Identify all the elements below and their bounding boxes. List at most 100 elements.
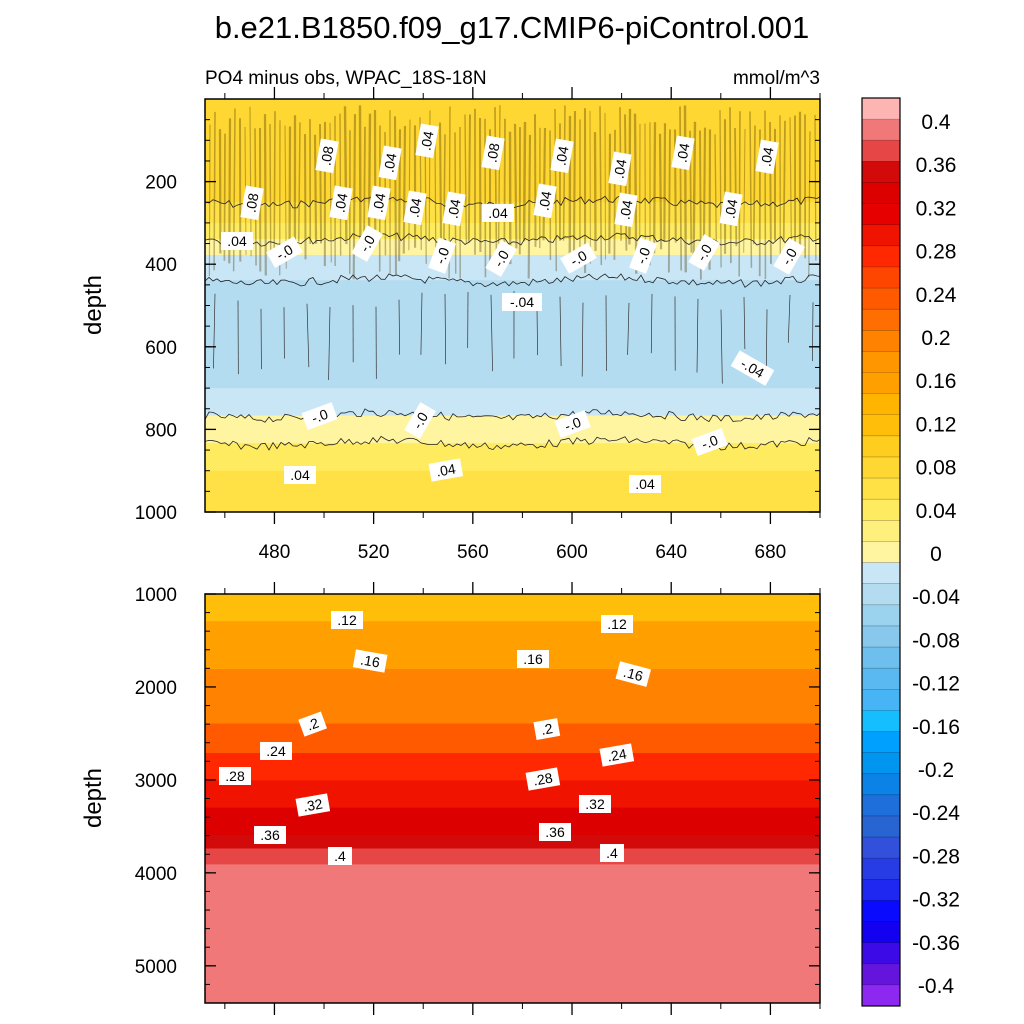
colorbar-swatch xyxy=(862,373,900,395)
svg-text:.04: .04 xyxy=(290,467,310,483)
svg-text:.08: .08 xyxy=(483,142,502,164)
colorbar-swatch xyxy=(862,922,900,944)
colorbar-label: 0 xyxy=(930,543,942,566)
ytick-label: 400 xyxy=(145,255,177,276)
colorbar-swatch xyxy=(862,288,900,310)
svg-text:.04: .04 xyxy=(380,152,399,174)
svg-text:.28: .28 xyxy=(532,769,554,788)
figure-title: b.e21.B1850.f09_g17.CMIP6-piControl.001 xyxy=(215,10,810,45)
svg-text:.04: .04 xyxy=(635,476,655,492)
ytick-label: 2000 xyxy=(135,678,177,699)
colorbar: 0.40.360.320.280.240.20.160.120.080.040-… xyxy=(862,98,960,1006)
svg-text:.36: .36 xyxy=(260,827,280,843)
colorbar-swatch xyxy=(862,689,900,711)
colorbar-swatch xyxy=(862,225,900,247)
svg-text:.04: .04 xyxy=(610,158,629,180)
svg-text:.28: .28 xyxy=(225,768,245,784)
colorbar-swatch xyxy=(862,415,900,437)
ytick-label: 200 xyxy=(145,173,177,194)
contour-label: .04 xyxy=(482,204,514,222)
colorbar-label: -0.32 xyxy=(912,889,960,912)
colorbar-swatch xyxy=(862,605,900,627)
colorbar-swatch xyxy=(862,161,900,183)
top-panel-subtitle: PO4 minus obs, WPAC_18S-18N xyxy=(205,68,487,89)
colorbar-label: 0.16 xyxy=(916,370,957,393)
colorbar-label: -0.08 xyxy=(912,629,960,652)
svg-text:.4: .4 xyxy=(334,848,346,864)
colorbar-label: -0.28 xyxy=(912,845,960,868)
colorbar-swatch xyxy=(862,879,900,901)
contour-label: .12 xyxy=(331,611,363,629)
svg-text:.04: .04 xyxy=(721,198,740,220)
colorbar-label: 0.4 xyxy=(921,111,951,134)
colorbar-swatch xyxy=(862,204,900,226)
svg-text:.04: .04 xyxy=(405,197,424,219)
svg-text:.08: .08 xyxy=(317,145,336,167)
contour-label: .32 xyxy=(579,795,611,813)
colorbar-swatch xyxy=(862,182,900,204)
colorbar-swatch xyxy=(862,394,900,416)
svg-text:.04: .04 xyxy=(535,190,554,212)
colorbar-swatch xyxy=(862,436,900,458)
colorbar-swatch xyxy=(862,900,900,922)
colorbar-label: 0.08 xyxy=(916,457,957,480)
svg-text:.36: .36 xyxy=(545,824,565,840)
ytick-label: 800 xyxy=(145,420,177,441)
colorbar-swatch xyxy=(862,795,900,817)
contour-label: .28 xyxy=(219,767,251,785)
contour-label: .16 xyxy=(517,650,549,668)
colorbar-swatch xyxy=(862,98,900,120)
colorbar-label: -0.24 xyxy=(912,802,960,825)
svg-text:.04: .04 xyxy=(444,198,463,220)
colorbar-swatch xyxy=(862,246,900,268)
contour-label: .24 xyxy=(260,742,292,760)
colorbar-swatch xyxy=(862,330,900,352)
colorbar-label: -0.36 xyxy=(912,932,960,955)
colorbar-label: 0.36 xyxy=(916,154,957,177)
colorbar-swatch xyxy=(862,541,900,563)
svg-text:.04: .04 xyxy=(331,192,350,214)
colorbar-swatch xyxy=(862,943,900,965)
ytick-label: 5000 xyxy=(135,957,177,978)
colorbar-swatch xyxy=(862,563,900,585)
top-panel-ylabel: depth xyxy=(80,275,107,335)
svg-text:.04: .04 xyxy=(552,145,571,167)
colorbar-swatch xyxy=(862,351,900,373)
svg-text:.24: .24 xyxy=(606,745,628,764)
colorbar-swatch xyxy=(862,668,900,690)
xtick-label: 680 xyxy=(755,542,787,563)
xtick-label: 560 xyxy=(457,542,489,563)
colorbar-label: 0.24 xyxy=(916,284,957,307)
svg-text:.04: .04 xyxy=(673,142,692,164)
contour-label: .12 xyxy=(601,615,633,633)
top-panel: .08.04.04.08.04.04.04.04.08.04.04.04.04.… xyxy=(80,87,821,563)
svg-text:.04: .04 xyxy=(616,199,635,221)
xtick-label: 600 xyxy=(556,542,588,563)
contour-label: .36 xyxy=(254,826,286,844)
colorbar-labels: 0.40.360.320.280.240.20.160.120.080.040-… xyxy=(912,111,960,998)
colorbar-swatch xyxy=(862,457,900,479)
colorbar-swatch xyxy=(862,964,900,986)
ytick-label: 4000 xyxy=(135,864,177,885)
ytick-label: 3000 xyxy=(135,771,177,792)
colorbar-swatch xyxy=(862,647,900,669)
colorbar-label: 0.12 xyxy=(916,413,957,436)
ytick-label: 1000 xyxy=(135,503,177,524)
svg-text:.24: .24 xyxy=(266,743,286,759)
colorbar-label: 0.04 xyxy=(916,500,957,523)
colorbar-swatch xyxy=(862,816,900,838)
colorbar-swatch xyxy=(862,837,900,859)
colorbar-label: -0.16 xyxy=(912,716,960,739)
colorbar-swatch xyxy=(862,267,900,289)
bottom-panel-ylabel: depth xyxy=(80,768,107,828)
colorbar-swatch xyxy=(862,584,900,606)
colorbar-swatches xyxy=(862,98,900,1006)
colorbar-label: -0.2 xyxy=(918,759,954,782)
svg-text:-.04: -.04 xyxy=(510,294,534,310)
contour-label: .04 xyxy=(629,475,661,493)
colorbar-swatch xyxy=(862,985,900,1007)
colorbar-swatch xyxy=(862,710,900,732)
xtick-label: 480 xyxy=(259,542,291,563)
svg-text:.04: .04 xyxy=(757,146,776,168)
colorbar-label: 0.2 xyxy=(921,327,950,350)
